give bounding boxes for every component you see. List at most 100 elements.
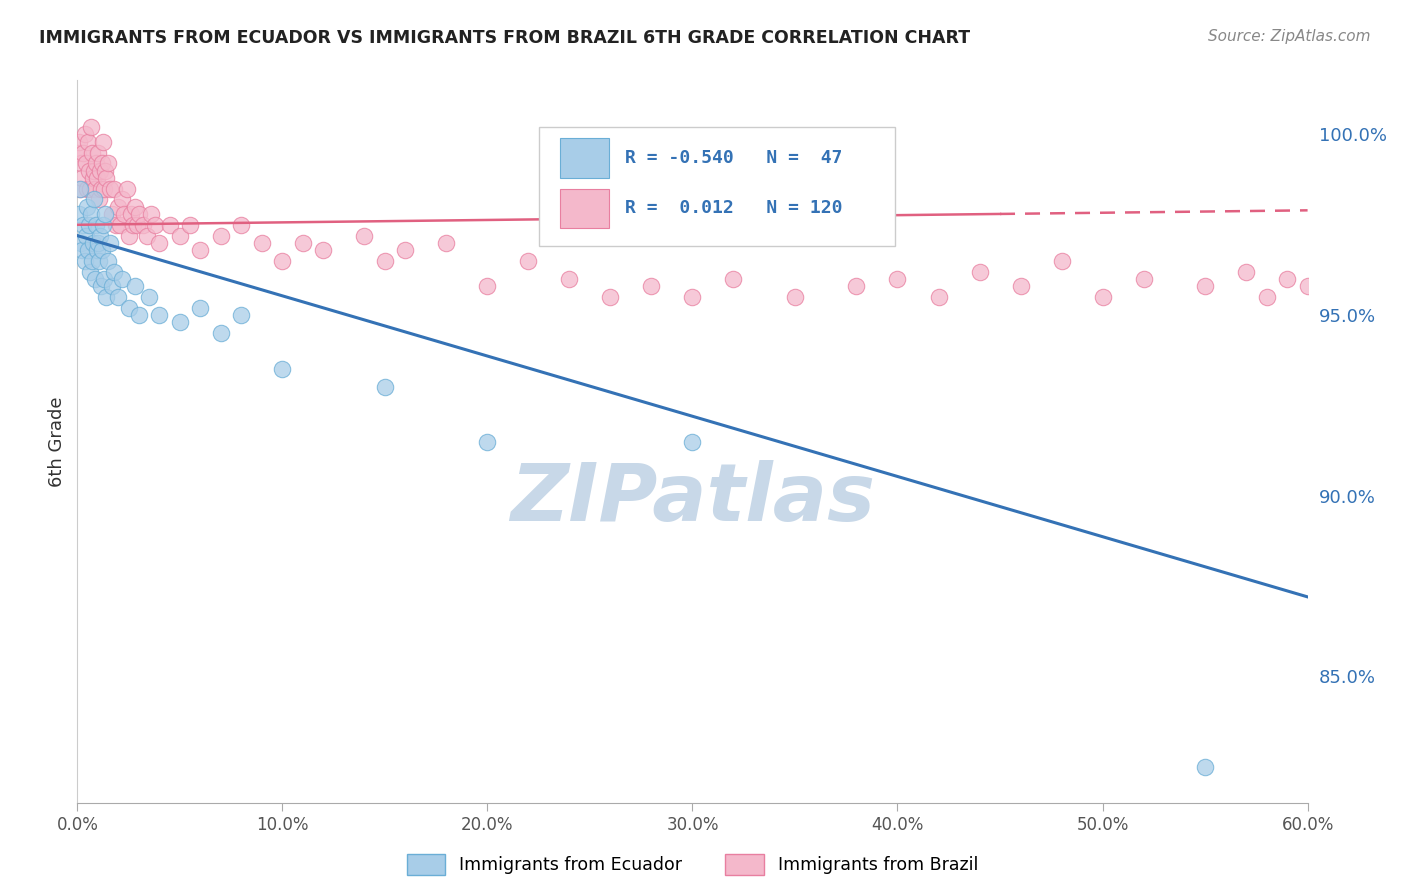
Point [1234, 265, 1257, 279]
Point [682, 290, 704, 304]
Text: R = -0.540   N =  47: R = -0.540 N = 47 [624, 149, 842, 167]
Point [69, 182, 91, 196]
Point [291, 235, 314, 250]
FancyBboxPatch shape [538, 128, 896, 246]
Point [103, 182, 125, 196]
Point [159, 218, 181, 232]
Point [188, 243, 212, 257]
Point [231, 308, 253, 322]
Point [87, 235, 110, 250]
Point [128, 308, 150, 322]
Point [79, 207, 101, 221]
Point [115, 182, 138, 196]
Point [90, 156, 114, 170]
Point [1296, 279, 1319, 293]
Point [886, 272, 908, 286]
Point [128, 207, 150, 221]
Point [89, 163, 111, 178]
Point [93, 272, 115, 286]
Point [87, 254, 110, 268]
Point [98, 182, 121, 196]
Text: ZIPatlas: ZIPatlas [510, 460, 875, 539]
Point [83, 163, 105, 178]
Point [1275, 272, 1298, 286]
Point [70, 156, 93, 170]
Point [374, 254, 396, 268]
Point [72, 170, 94, 185]
Point [312, 243, 335, 257]
Point [107, 290, 129, 304]
Point [124, 200, 146, 214]
Point [110, 218, 132, 232]
Point [179, 218, 201, 232]
Point [82, 235, 104, 250]
Point [76, 200, 98, 214]
Point [83, 272, 105, 286]
Point [599, 290, 621, 304]
Point [67, 207, 90, 221]
Point [209, 228, 232, 243]
Point [120, 207, 142, 221]
Bar [560, 138, 609, 178]
Point [148, 308, 170, 322]
Text: R =  0.012   N = 120: R = 0.012 N = 120 [624, 200, 842, 218]
Point [76, 135, 98, 149]
Point [80, 145, 103, 160]
Point [169, 228, 191, 243]
Point [86, 243, 108, 257]
Point [723, 272, 745, 286]
Point [682, 434, 704, 449]
Point [783, 290, 806, 304]
Point [73, 254, 96, 268]
Text: Source: ZipAtlas.com: Source: ZipAtlas.com [1208, 29, 1371, 44]
Point [928, 290, 950, 304]
Point [1050, 254, 1073, 268]
Point [91, 218, 114, 232]
Point [94, 207, 117, 221]
Point [94, 290, 117, 304]
Point [1194, 760, 1216, 774]
Y-axis label: 6th Grade: 6th Grade [48, 396, 66, 487]
Point [477, 279, 499, 293]
Point [94, 170, 117, 185]
Point [75, 228, 97, 243]
Point [209, 326, 232, 341]
Point [87, 193, 110, 207]
Point [82, 170, 104, 185]
Point [73, 128, 96, 142]
Point [101, 207, 124, 221]
Point [271, 362, 294, 376]
Point [969, 265, 991, 279]
Point [90, 279, 112, 293]
Point [84, 218, 107, 232]
Point [84, 156, 107, 170]
Point [117, 301, 139, 315]
Point [111, 193, 134, 207]
Point [77, 218, 100, 232]
Point [477, 434, 499, 449]
Point [101, 279, 124, 293]
Point [67, 135, 90, 149]
Point [117, 228, 139, 243]
Point [1091, 290, 1114, 304]
Point [90, 182, 112, 196]
Point [132, 218, 155, 232]
Point [105, 218, 128, 232]
Point [89, 228, 111, 243]
Bar [560, 188, 609, 228]
Point [103, 265, 125, 279]
Point [79, 265, 101, 279]
Point [138, 290, 160, 304]
Point [83, 182, 105, 196]
Point [93, 182, 115, 196]
Point [436, 235, 458, 250]
Point [845, 279, 868, 293]
Point [72, 145, 94, 160]
Point [143, 218, 166, 232]
Point [114, 207, 136, 221]
Point [231, 218, 253, 232]
Point [72, 243, 94, 257]
Point [94, 163, 117, 178]
Point [77, 163, 100, 178]
Point [79, 182, 101, 196]
